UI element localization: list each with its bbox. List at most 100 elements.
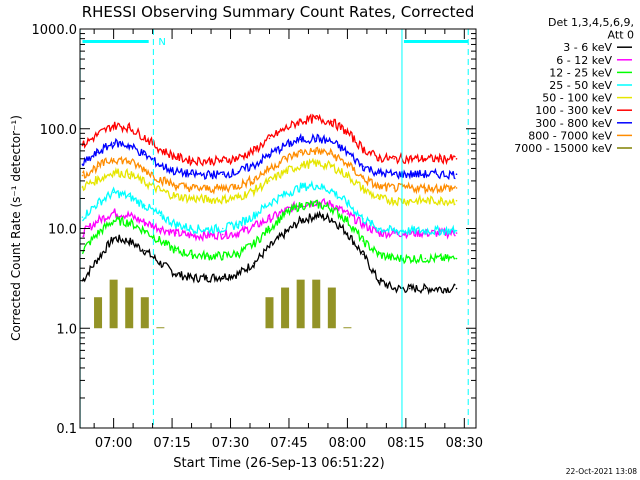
- data-point: [206, 198, 208, 201]
- data-point: [143, 168, 146, 171]
- data-point: [377, 186, 380, 188]
- data-point: [362, 188, 364, 190]
- data-point: [97, 257, 99, 260]
- data-point: [315, 214, 318, 217]
- data-point: [346, 174, 349, 177]
- data-point: [312, 279, 321, 329]
- data-point: [299, 138, 302, 141]
- data-point: [175, 195, 177, 198]
- data-point: [81, 163, 84, 166]
- data-point: [143, 249, 146, 252]
- data-point: [455, 199, 458, 202]
- y-axis-label: Corrected Count Rate (s⁻¹ detector⁻¹): [9, 115, 23, 341]
- data-point: [206, 174, 208, 176]
- data-point: [159, 148, 162, 151]
- data-point: [175, 273, 177, 275]
- data-point: [331, 207, 333, 209]
- data-point: [284, 193, 286, 196]
- data-point: [346, 213, 349, 215]
- data-point: [237, 157, 240, 159]
- data-point: [362, 177, 364, 179]
- data-point: [97, 219, 99, 222]
- data-point: [331, 140, 333, 143]
- data-point: [206, 234, 208, 237]
- data-point: [440, 187, 442, 189]
- data-point: [284, 144, 286, 147]
- data-point: [343, 327, 352, 329]
- data-point: [455, 173, 458, 176]
- data-point: [299, 219, 302, 222]
- data-point: [455, 187, 458, 189]
- data-point: [175, 184, 177, 187]
- data-point: [109, 279, 118, 329]
- data-point: [221, 187, 224, 190]
- data-point: [440, 257, 442, 260]
- data-point: [424, 187, 427, 189]
- data-point: [346, 163, 349, 166]
- series-line: [82, 132, 456, 181]
- data-point: [299, 186, 302, 188]
- data-point: [253, 150, 255, 152]
- data-point: [377, 232, 380, 234]
- data-point: [331, 120, 333, 123]
- data-point: [156, 327, 165, 329]
- data-point: [331, 203, 333, 206]
- data-point: [206, 255, 208, 257]
- data-point: [237, 171, 240, 173]
- data-point: [362, 253, 364, 256]
- data-point: [112, 171, 115, 173]
- data-point: [206, 160, 208, 162]
- data-point: [206, 188, 208, 190]
- data-point: [190, 187, 193, 189]
- series-line: [81, 113, 456, 167]
- legend-label: 800 - 7000 keV: [528, 129, 612, 142]
- data-point: [268, 137, 271, 140]
- data-point: [284, 127, 286, 130]
- data-point: [112, 142, 115, 144]
- data-point: [440, 173, 442, 176]
- data-point: [159, 189, 162, 192]
- data-point: [175, 171, 177, 173]
- data-point: [253, 243, 255, 245]
- data-point: [440, 229, 442, 232]
- y-tick-label: 0.1: [56, 422, 77, 437]
- data-point: [237, 252, 240, 255]
- data-point: [268, 227, 271, 230]
- data-point: [315, 184, 318, 187]
- data-point: [281, 287, 290, 329]
- data-point: [362, 147, 364, 150]
- series-300-800-kev: [81, 132, 458, 181]
- data-point: [112, 124, 115, 127]
- data-point: [331, 153, 333, 155]
- data-point: [299, 120, 302, 122]
- data-point: [424, 199, 427, 202]
- legend-label: 3 - 6 keV: [563, 41, 612, 54]
- data-point: [424, 173, 427, 176]
- legend-label: 25 - 50 keV: [549, 79, 612, 92]
- data-point: [206, 277, 208, 279]
- x-tick-label: 07:15: [153, 436, 190, 451]
- x-axis-label: Start Time (26-Sep-13 06:51:22): [173, 456, 384, 471]
- data-point: [128, 195, 131, 198]
- x-tick-label: 08:00: [329, 436, 366, 451]
- data-point: [455, 232, 458, 234]
- data-point: [377, 197, 380, 200]
- series-3-6-kev: [81, 210, 458, 296]
- data-point: [125, 287, 134, 329]
- data-point: [268, 180, 271, 182]
- data-point: [253, 164, 255, 167]
- data-point: [393, 287, 395, 290]
- data-point: [284, 232, 286, 234]
- data-point: [315, 203, 318, 206]
- data-point: [327, 287, 336, 329]
- data-point: [268, 153, 271, 156]
- data-point: [265, 297, 274, 329]
- data-point: [237, 184, 240, 187]
- data-point: [424, 229, 427, 232]
- data-point: [393, 199, 395, 202]
- data-point: [159, 262, 162, 264]
- data-point: [440, 199, 442, 202]
- data-point: [393, 187, 395, 189]
- legend-label: 12 - 25 keV: [549, 66, 612, 79]
